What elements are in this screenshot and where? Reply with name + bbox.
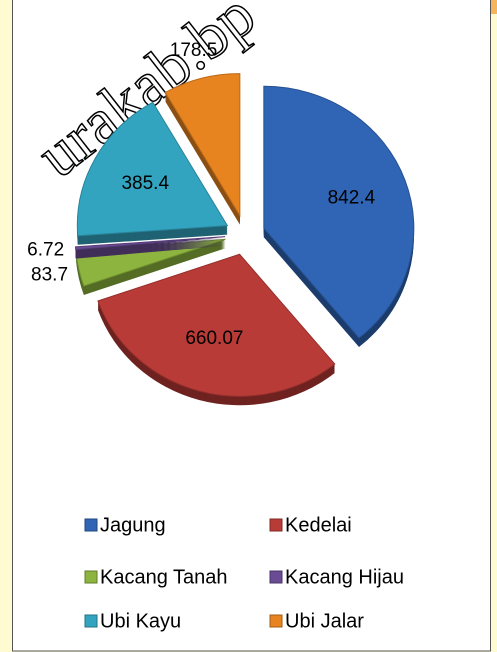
pie: 842.4 660.07 83.7 6.72 385.4 178.5	[27, 40, 415, 406]
legend-label: Ubi Kayu	[100, 610, 181, 632]
legend-swatch	[84, 614, 98, 628]
legend-label: Kedelai	[285, 514, 352, 536]
data-label: 83.7	[31, 264, 68, 285]
legend-swatch	[84, 518, 98, 532]
slice	[76, 101, 229, 245]
slice-top	[263, 85, 415, 339]
legend-swatch	[84, 570, 98, 584]
slice-side	[75, 243, 226, 257]
slice-side	[75, 238, 226, 252]
slice-side	[75, 240, 226, 254]
legend-swatch	[269, 570, 283, 584]
slice-side	[75, 244, 226, 258]
legend-swatch	[269, 614, 283, 628]
legend-swatch	[269, 518, 283, 532]
data-label: 842.4	[328, 188, 376, 209]
legend: Jagung Kedelai Kacang Tanah Kacang Hijau Ubi…	[84, 514, 404, 632]
legend-label: Kacang Tanah	[100, 566, 228, 588]
slice-side	[75, 237, 226, 251]
slice	[97, 253, 336, 406]
slice	[74, 236, 226, 259]
slice-side	[75, 239, 226, 253]
data-label: 6.72	[27, 240, 64, 261]
legend-label: Jagung	[100, 514, 166, 536]
slice	[263, 85, 415, 348]
slice	[164, 73, 241, 225]
data-label: 660.07	[185, 328, 243, 349]
slice-top	[164, 73, 241, 218]
slice-top	[97, 253, 336, 397]
slice-side	[75, 241, 226, 255]
slice-side	[75, 242, 226, 256]
data-label: 178.5	[170, 40, 218, 61]
legend-label: Ubi Jalar	[285, 610, 364, 632]
data-label: 385.4	[121, 173, 169, 194]
legend-label: Kacang Hijau	[285, 566, 404, 588]
slice-top	[74, 236, 226, 251]
slice-top	[76, 101, 229, 237]
slice-side	[75, 245, 226, 259]
